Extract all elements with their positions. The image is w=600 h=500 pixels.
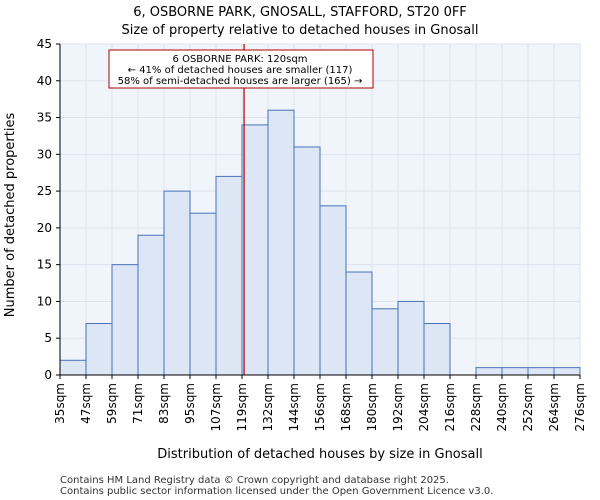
bar (241, 124, 269, 376)
bar (59, 359, 87, 376)
bar (85, 323, 113, 376)
x-tick-label: 204sqm (417, 383, 431, 431)
x-tick-label: 240sqm (495, 383, 509, 431)
x-tick-label: 144sqm (287, 383, 301, 431)
y-tick-label: 25 (37, 184, 52, 198)
y-tick-label: 35 (37, 111, 52, 125)
bar (345, 271, 373, 376)
footer-line1: Contains HM Land Registry data © Crown c… (60, 475, 449, 486)
bar (111, 264, 139, 376)
bar (267, 109, 295, 376)
annotation-frame (108, 49, 374, 89)
annotation-line2: ← 41% of detached houses are smaller (11… (128, 65, 353, 76)
y-axis-label: Number of detached properties (3, 113, 18, 318)
x-tick-label: 95sqm (183, 383, 197, 424)
chart-title-line2: Size of property relative to detached ho… (121, 23, 478, 38)
y-tick-label: 10 (37, 294, 52, 308)
y-tick-label: 20 (37, 221, 52, 235)
y-tick-label: 30 (37, 147, 52, 161)
x-tick-label: 132sqm (261, 383, 275, 431)
bar (397, 300, 425, 376)
x-tick-label: 71sqm (131, 383, 145, 424)
x-tick-label: 216sqm (443, 383, 457, 431)
annotation-box: 6 OSBORNE PARK: 120sqm ← 41% of detached… (108, 49, 374, 89)
x-tick-labels: 35sqm 47sqm 59sqm 71sqm 83sqm 95sqm 107sqm 119s… (53, 375, 587, 431)
y-tick-label: 15 (37, 258, 52, 272)
bar (319, 205, 347, 376)
y-tick-label: 0 (44, 368, 52, 382)
bar (189, 212, 217, 376)
chart-title-line1: 6, OSBORNE PARK, GNOSALL, STAFFORD, ST20… (133, 5, 467, 20)
y-tick-label: 45 (37, 37, 52, 51)
bar (215, 175, 243, 376)
y-tick-label: 40 (37, 74, 52, 88)
x-axis-label: Distribution of detached houses by size … (157, 447, 482, 462)
y-tick-labels: 0 5 10 15 20 25 30 35 40 45 (37, 37, 60, 382)
x-tick-label: 252sqm (521, 383, 535, 431)
bar (423, 323, 451, 376)
x-tick-label: 168sqm (339, 383, 353, 431)
x-tick-label: 264sqm (547, 383, 561, 431)
x-tick-label: 276sqm (573, 383, 587, 431)
bar (137, 234, 165, 376)
bar (527, 367, 555, 376)
x-tick-label: 47sqm (79, 383, 93, 424)
bars (59, 109, 581, 376)
x-tick-label: 180sqm (365, 383, 379, 431)
x-tick-label: 83sqm (157, 383, 171, 424)
annotation-line3: 58% of semi-detached houses are larger (… (118, 76, 363, 87)
x-tick-label: 228sqm (469, 383, 483, 431)
bar (163, 190, 191, 376)
bar (293, 146, 321, 376)
y-tick-label: 5 (44, 331, 52, 345)
x-tick-label: 107sqm (209, 383, 223, 431)
x-tick-label: 119sqm (235, 383, 249, 431)
bar (475, 367, 503, 376)
bar (553, 367, 581, 376)
footer-line2: Contains public sector information licen… (60, 486, 493, 497)
x-tick-label: 192sqm (391, 383, 405, 431)
annotation-line1: 6 OSBORNE PARK: 120sqm (173, 54, 308, 65)
bar (371, 308, 399, 376)
x-tick-label: 59sqm (105, 383, 119, 424)
x-tick-label: 156sqm (313, 383, 327, 431)
x-tick-label: 35sqm (53, 383, 67, 424)
bar (501, 367, 529, 376)
